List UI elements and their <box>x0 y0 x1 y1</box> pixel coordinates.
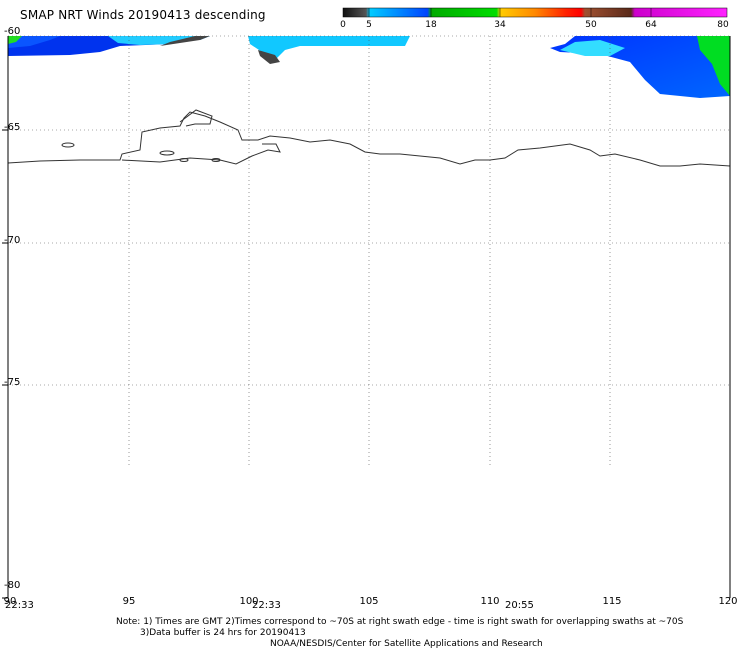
colorbar-label: 80 <box>717 20 729 30</box>
colorbar <box>342 7 728 18</box>
lon-label-90: 90 <box>3 596 17 607</box>
lat-label-80: -80 <box>4 580 21 591</box>
wind-swaths <box>8 36 730 98</box>
antarctic-coastline <box>7 109 731 167</box>
lat-label-65: -65 <box>4 122 21 133</box>
colorbar-label: 50 <box>585 20 597 30</box>
swath-time-3: 20:55 <box>505 600 534 611</box>
lat-lon-grid <box>8 35 730 466</box>
footer-note-line2: 3)Data buffer is 24 hrs for 20190413 <box>140 628 306 638</box>
map-title: SMAP NRT Winds 20190413 descending <box>20 8 266 22</box>
swath-time-1: 22:33 <box>5 600 34 611</box>
lon-label-120: 120 <box>718 596 738 607</box>
lon-label-100: 100 <box>239 596 259 607</box>
footer-note-line1: Note: 1) Times are GMT 2)Times correspon… <box>116 617 684 627</box>
colorbar-label: 5 <box>366 20 372 30</box>
lon-label-105: 105 <box>359 596 379 607</box>
colorbar-label: 0 <box>340 20 346 30</box>
lat-label-60: -60 <box>4 26 21 37</box>
lon-label-115: 115 <box>602 596 622 607</box>
footer-credit: NOAA/NESDIS/Center for Satellite Applica… <box>270 639 543 649</box>
lat-label-70: -70 <box>4 235 21 246</box>
colorbar-ticks <box>368 8 652 17</box>
lon-label-110: 110 <box>480 596 500 607</box>
map-frame <box>2 36 731 599</box>
colorbar-label: 34 <box>494 20 506 30</box>
colorbar-label: 18 <box>425 20 437 30</box>
lon-label-95: 95 <box>122 596 136 607</box>
lat-label-75: -75 <box>4 377 21 388</box>
swath-time-2: 22:33 <box>252 600 281 611</box>
colorbar-label: 64 <box>645 20 657 30</box>
